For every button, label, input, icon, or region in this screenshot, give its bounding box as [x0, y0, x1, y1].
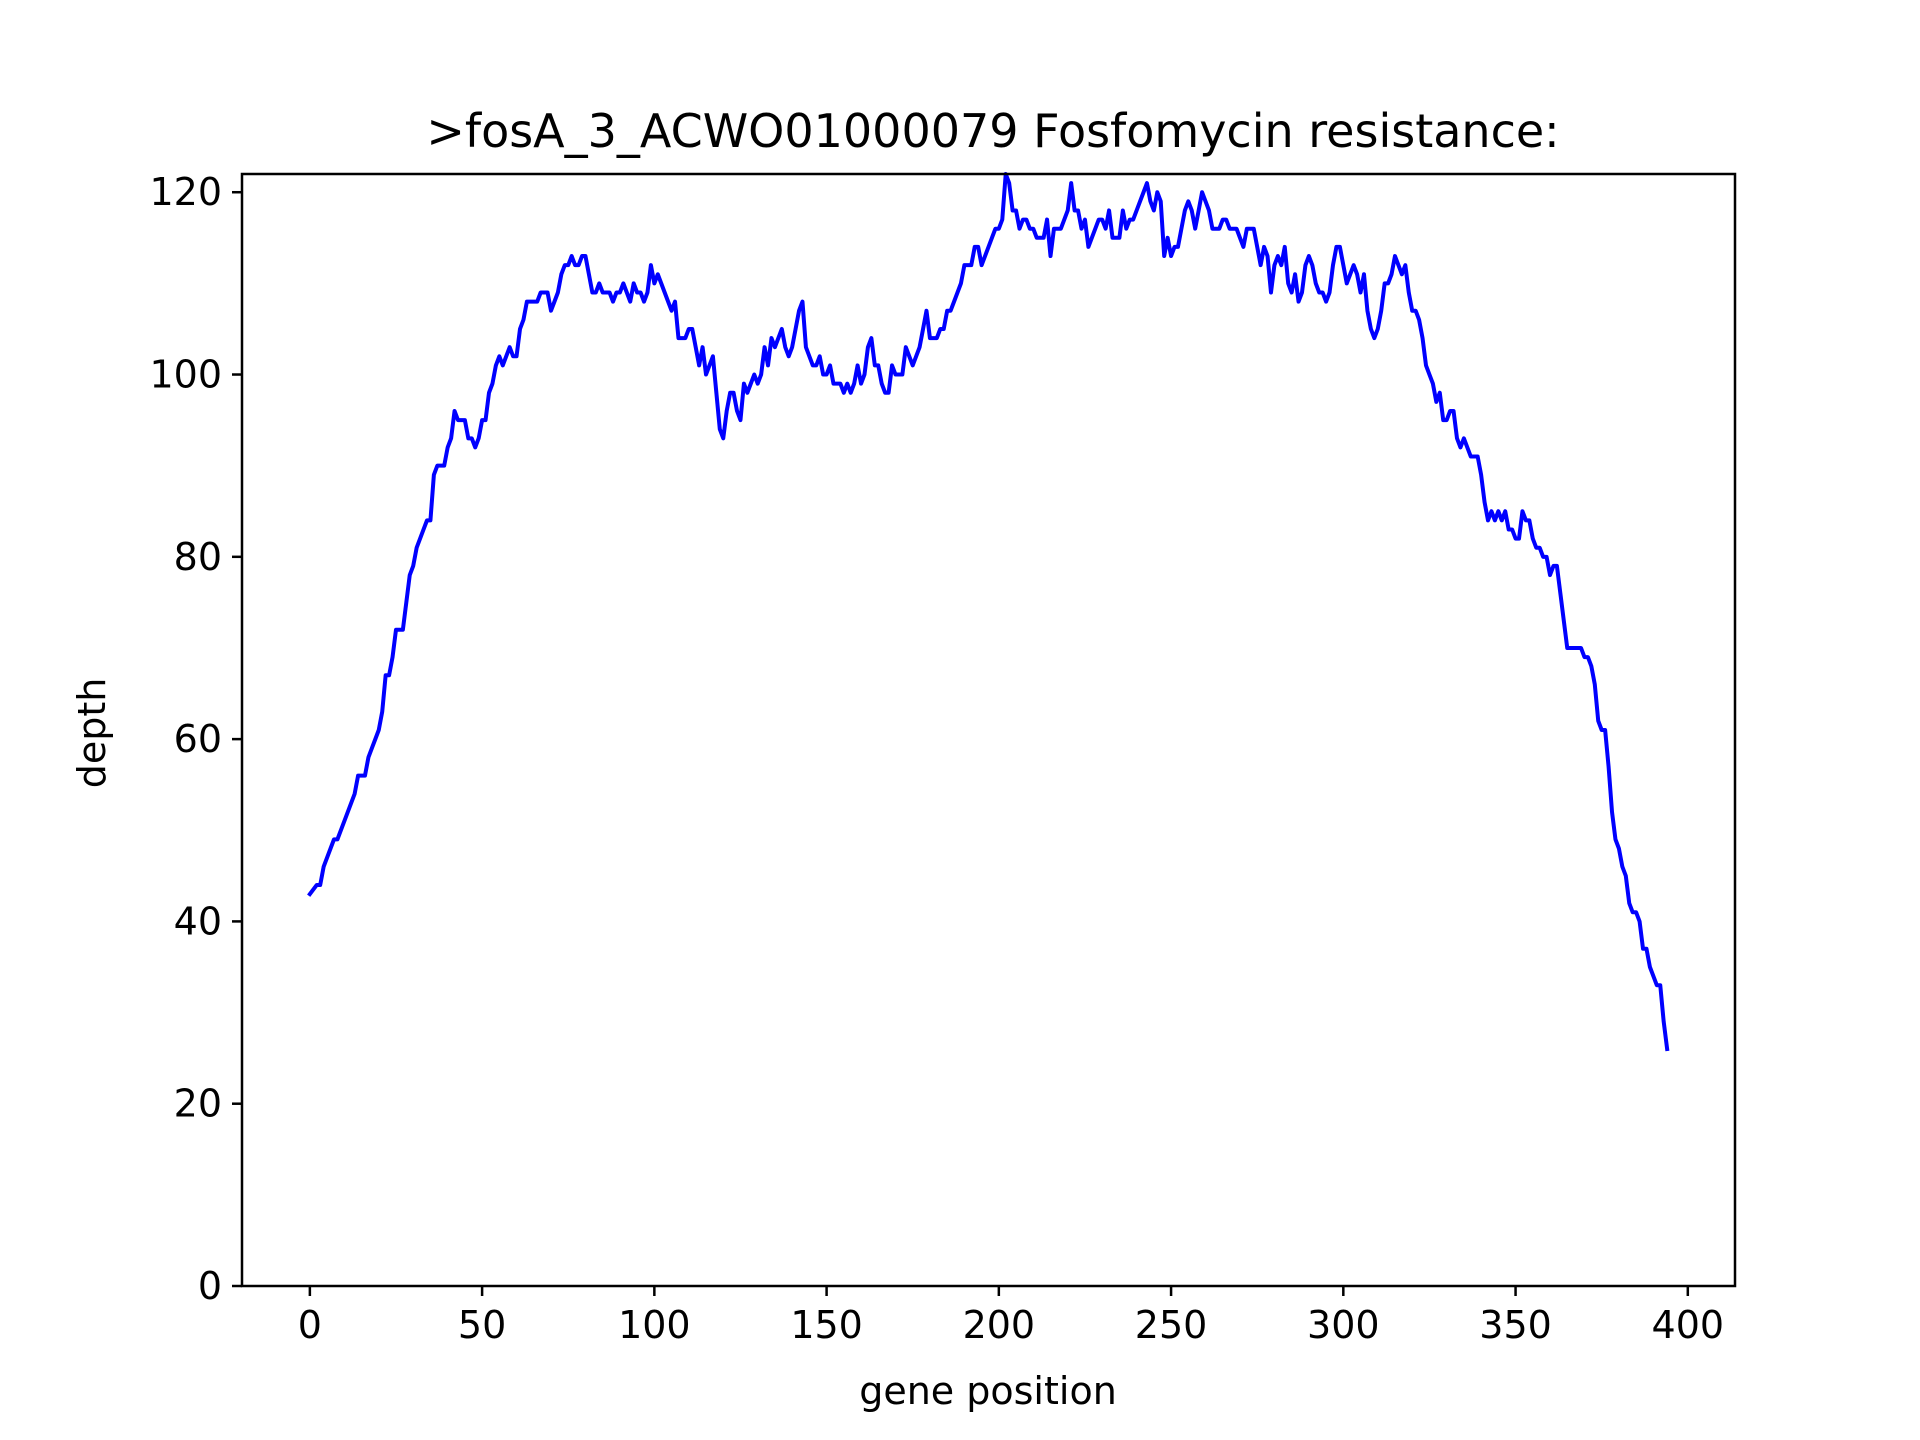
- depth-series-line: [307, 172, 1670, 1052]
- x-tick-label: 200: [963, 1303, 1036, 1347]
- chart-title: >fosA_3_ACWO01000079 Fosfomycin resistan…: [426, 104, 1559, 158]
- x-tick-label: 50: [458, 1303, 506, 1347]
- plot-frame: [240, 172, 1737, 1288]
- x-tick-label: 300: [1307, 1303, 1380, 1347]
- x-tick-label: 150: [790, 1303, 863, 1347]
- x-tick-label: 100: [618, 1303, 691, 1347]
- x-axis: 0 50 100 150 200 250 300 350 400: [298, 1286, 1724, 1347]
- y-axis: 0 20 40 60 80 100 120: [149, 170, 242, 1308]
- x-tick-label: 400: [1652, 1303, 1725, 1347]
- y-tick-label: 100: [149, 353, 222, 397]
- x-tick-label: 0: [298, 1303, 322, 1347]
- x-tick-label: 250: [1135, 1303, 1208, 1347]
- x-axis-label: gene position: [859, 1369, 1117, 1413]
- y-tick-label: 20: [174, 1082, 222, 1126]
- y-tick-label: 80: [174, 535, 222, 579]
- y-tick-label: 0: [198, 1264, 222, 1308]
- y-tick-label: 60: [174, 717, 222, 761]
- y-tick-label: 120: [149, 170, 222, 214]
- y-tick-label: 40: [174, 899, 222, 943]
- y-axis-label: depth: [70, 678, 114, 789]
- x-tick-label: 350: [1479, 1303, 1552, 1347]
